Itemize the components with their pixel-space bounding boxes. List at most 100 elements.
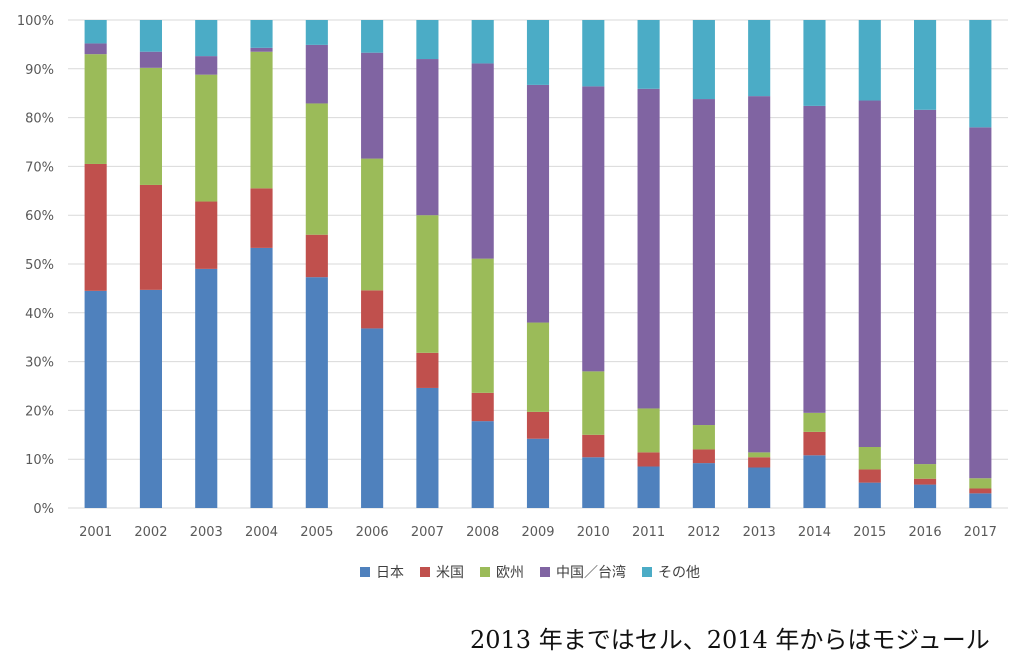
bar-segment [526,411,550,439]
bar-segment [250,47,273,52]
x-tick-label: 2004 [245,525,278,540]
bar-segment [84,43,107,55]
legend-label: 欧州 [496,565,524,581]
bar-segment [195,20,218,57]
bar-segment [305,103,328,235]
legend-swatch [540,567,550,577]
bar-segment [637,452,660,467]
y-tick-label: 0% [33,502,54,517]
bar-segment [637,20,660,89]
bar-segment [858,482,881,508]
bar-segment [139,67,162,185]
x-tick-label: 2014 [798,525,831,540]
bar-segment [526,20,550,85]
x-tick-label: 2008 [466,525,499,540]
x-tick-label: 2010 [577,525,610,540]
bar-segment [305,234,328,278]
bar-segment [305,277,328,508]
bar-segment [803,105,826,413]
x-tick-label: 2005 [300,525,333,540]
legend-label: 米国 [436,565,464,581]
bar-segment [914,109,937,465]
legend-label: 日本 [376,565,404,581]
bar-segment [361,158,384,291]
y-tick-label: 100% [17,14,54,29]
bar-segment [84,290,107,508]
x-tick-label: 2002 [134,525,167,540]
bar-segment [748,467,771,508]
y-tick-label: 40% [25,307,54,322]
x-tick-label: 2017 [964,525,997,540]
bar-segment [914,478,937,485]
x-tick-label: 2016 [909,525,942,540]
bar-segment [582,434,605,458]
bar-segment [969,488,992,494]
bar-segment [692,20,715,100]
bar-segment [582,457,605,508]
x-tick-label: 2007 [411,525,444,540]
bar-segment [526,322,550,412]
bar-segment [969,478,992,489]
y-tick-label: 10% [25,453,54,468]
x-tick-label: 2015 [853,525,886,540]
bar-segment [250,20,273,48]
y-tick-label: 20% [25,404,54,419]
bar-segment [471,258,494,393]
bar-segment [416,59,439,216]
legend-swatch [642,567,652,577]
bar-segment [748,457,771,468]
legend-swatch [360,567,370,577]
bar-segment [305,44,328,104]
legend-swatch [480,567,490,577]
bar-segment [361,290,384,329]
legend-swatch [420,567,430,577]
bar-segment [416,387,439,508]
bar-segment [250,51,273,189]
legend-label: その他 [658,565,700,581]
bar-segment [84,163,107,291]
bar-segment [416,215,439,353]
bar-segment [969,20,992,128]
bar-segment [471,20,494,64]
bar-segment [692,449,715,464]
y-tick-label: 80% [25,112,54,127]
bar-segment [195,74,218,202]
bar-segment [858,469,881,483]
y-tick-label: 30% [25,356,54,371]
bar-segment [582,20,605,87]
bar-segment [637,88,660,409]
y-tick-label: 90% [25,63,54,78]
bar-segment [914,20,937,110]
bar-segment [195,56,218,75]
bar-segment [416,20,439,60]
bar-segment [84,54,107,164]
x-tick-label: 2011 [632,525,665,540]
bar-segment [748,96,771,453]
bar-segment [305,20,328,45]
bar-segment [416,352,439,388]
bar-segment [637,466,660,508]
bar-segment [582,371,605,435]
bar-segment [858,447,881,470]
x-tick-label: 2003 [190,525,223,540]
bar-segment [803,412,826,432]
bar-segment [139,289,162,508]
bar-segment [139,51,162,68]
bar-segment [582,86,605,372]
bar-segment [139,20,162,52]
bar-segment [471,63,494,259]
bar-segment [361,20,384,53]
x-tick-label: 2006 [356,525,389,540]
y-tick-label: 50% [25,258,54,273]
bar-segment [692,425,715,450]
bar-segment [471,421,494,508]
y-tick-label: 60% [25,209,54,224]
bar-segment [526,438,550,508]
legend-label: 中国／台湾 [556,564,626,581]
bar-segment [361,52,384,159]
x-tick-label: 2013 [743,525,776,540]
bar-segment [748,20,771,97]
bar-segment [195,268,218,508]
bar-segment [692,463,715,508]
